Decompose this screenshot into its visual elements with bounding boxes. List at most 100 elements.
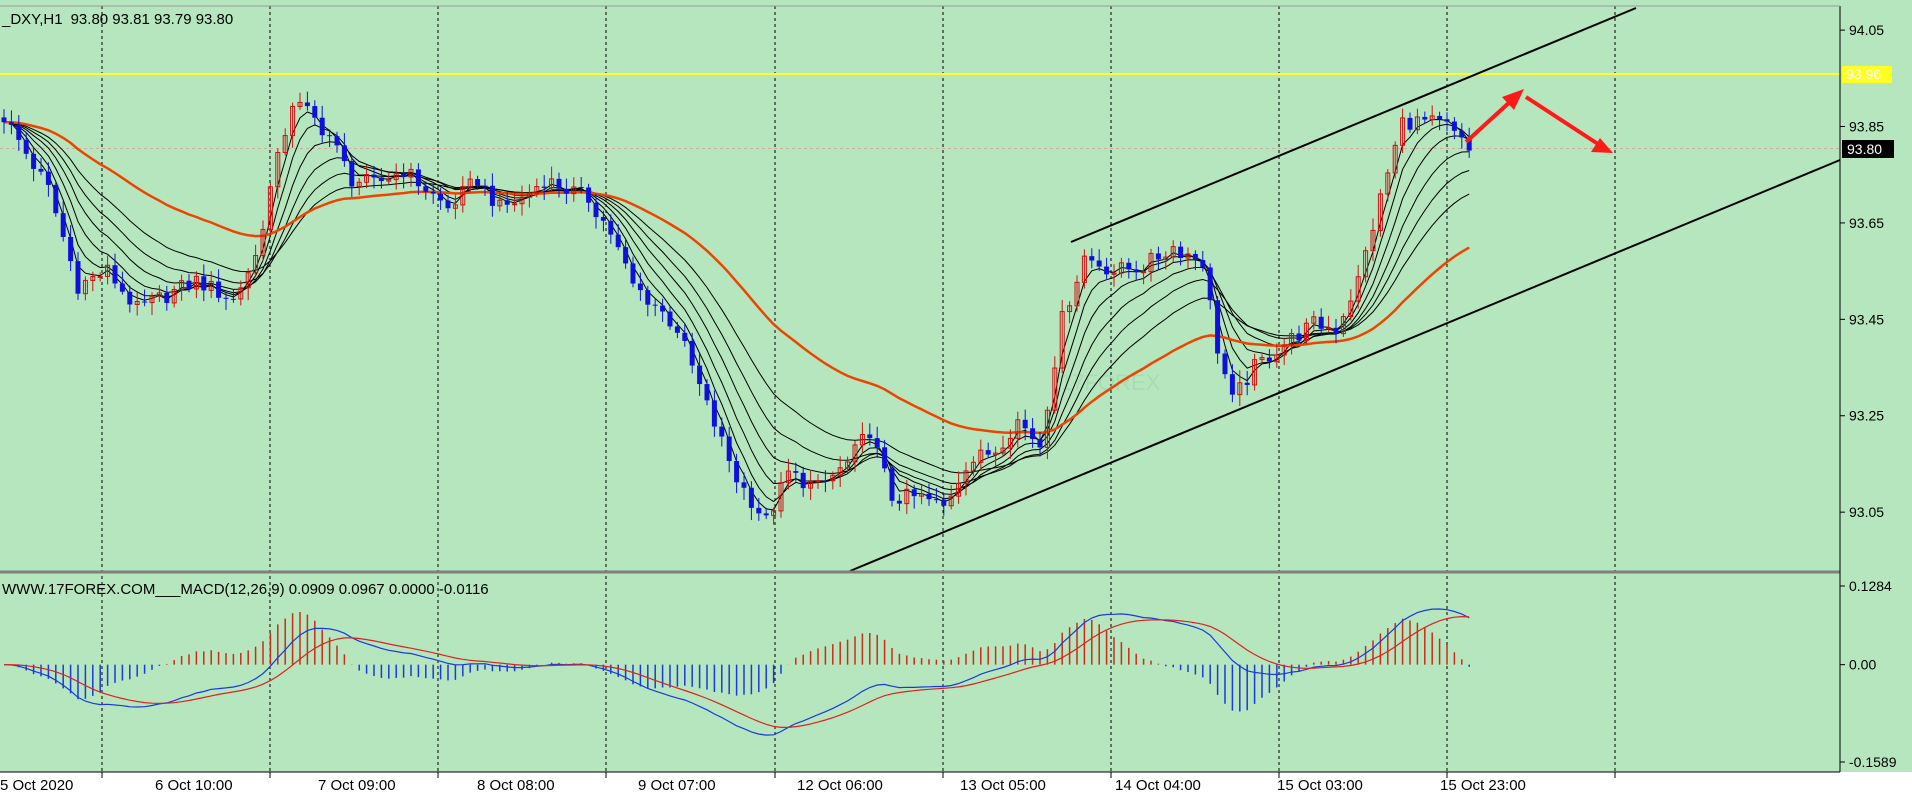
candle-body-187 xyxy=(1385,172,1391,195)
candle-body-25 xyxy=(186,280,192,289)
candle-body-83 xyxy=(615,234,621,248)
candle-body-170 xyxy=(1259,357,1265,361)
macd-tick-label-2: -0.1589 xyxy=(1849,754,1897,770)
macd-line xyxy=(3,608,1470,736)
candle-body-34 xyxy=(253,254,259,274)
candle-body-56 xyxy=(415,169,421,187)
candle-body-113 xyxy=(837,467,843,476)
candle-body-140 xyxy=(1037,439,1043,448)
candle-body-102 xyxy=(756,507,762,514)
candle-body-135 xyxy=(1000,447,1006,454)
y-tick-label-5: 93.05 xyxy=(1849,504,1884,520)
x-tick-label-7: 14 Oct 04:00 xyxy=(1115,777,1201,794)
candle-body-164 xyxy=(1215,300,1221,354)
candle-body-76 xyxy=(563,188,569,194)
candle-body-165 xyxy=(1222,353,1228,375)
candle-body-72 xyxy=(534,186,540,194)
candle-body-14 xyxy=(105,264,111,277)
candle-body-79 xyxy=(586,187,592,203)
candle-body-1 xyxy=(8,122,14,125)
candle-body-172 xyxy=(1274,354,1280,363)
candle-body-179 xyxy=(1326,327,1332,330)
candle-body-131 xyxy=(970,461,976,472)
candle-body-78 xyxy=(578,187,584,189)
candle-body-36 xyxy=(267,186,273,230)
candle-body-0 xyxy=(1,117,7,123)
resistance-tag-text: 93.96 xyxy=(1846,66,1881,82)
candle-body-28 xyxy=(208,281,214,291)
candle-body-65 xyxy=(482,185,488,187)
candle-body-89 xyxy=(660,305,666,312)
candle-body-91 xyxy=(674,326,680,333)
candle-body-22 xyxy=(164,292,170,303)
arrow-up-head xyxy=(1502,89,1524,110)
candle-body-70 xyxy=(519,196,525,205)
current-tag-text: 93.80 xyxy=(1847,141,1882,157)
candle-body-19 xyxy=(142,301,148,303)
candle-body-190 xyxy=(1407,117,1413,130)
candle-body-177 xyxy=(1311,316,1317,324)
candle-body-60 xyxy=(445,200,451,209)
candle-body-120 xyxy=(889,468,895,501)
macd-tick-label-1: 0.00 xyxy=(1849,657,1876,673)
macd-tick-label-0: 0.1284 xyxy=(1849,578,1892,594)
candle-body-92 xyxy=(682,332,688,341)
candle-body-53 xyxy=(393,173,399,181)
candle-body-26 xyxy=(193,275,199,290)
candle-body-8 xyxy=(60,213,66,237)
candle-body-196 xyxy=(1451,121,1457,131)
candle-body-47 xyxy=(349,161,355,187)
candle-body-133 xyxy=(985,450,991,455)
candle-body-184 xyxy=(1363,250,1369,278)
candle-body-148 xyxy=(1096,260,1102,267)
candle-body-29 xyxy=(216,281,222,298)
candlesticks xyxy=(1,91,1472,525)
candle-body-57 xyxy=(423,186,429,192)
candle-body-147 xyxy=(1089,256,1095,261)
candle-body-46 xyxy=(341,145,347,162)
candle-body-106 xyxy=(785,470,791,484)
candle-body-52 xyxy=(386,179,392,182)
candle-body-16 xyxy=(119,283,125,292)
candle-body-162 xyxy=(1200,260,1206,268)
macd-signal-line xyxy=(4,615,1470,728)
candle-body-194 xyxy=(1437,115,1443,120)
candle-body-85 xyxy=(630,263,636,284)
x-tick-label-8: 15 Oct 03:00 xyxy=(1277,777,1363,794)
candle-body-191 xyxy=(1414,116,1420,131)
candle-body-21 xyxy=(156,292,162,297)
symbol-label: _DXY,H1 xyxy=(1,11,63,28)
candle-body-82 xyxy=(608,220,614,235)
candle-body-160 xyxy=(1185,253,1191,259)
candle-body-97 xyxy=(719,426,725,437)
candle-body-37 xyxy=(275,151,281,188)
candle-body-77 xyxy=(571,186,577,195)
y-tick-label-2: 93.65 xyxy=(1849,215,1884,231)
candle-body-144 xyxy=(1067,305,1073,313)
candle-body-64 xyxy=(475,179,481,186)
candle-body-105 xyxy=(778,482,784,512)
candle-body-127 xyxy=(941,499,947,506)
candle-body-166 xyxy=(1229,374,1235,395)
candle-body-10 xyxy=(75,261,81,294)
watermark: 17FOREX xyxy=(1060,370,1161,395)
candle-body-43 xyxy=(319,117,325,136)
candle-body-122 xyxy=(904,488,910,505)
candle-body-75 xyxy=(556,178,562,189)
ohlc-label: 93.80 93.81 93.79 93.80 xyxy=(71,11,234,28)
candle-body-101 xyxy=(748,487,754,508)
candle-body-130 xyxy=(963,470,969,485)
candle-body-168 xyxy=(1244,382,1250,385)
candle-body-58 xyxy=(430,191,436,194)
forecast-arrows xyxy=(1464,89,1613,153)
candle-body-5 xyxy=(38,168,44,172)
candle-body-31 xyxy=(230,298,236,300)
candle-body-152 xyxy=(1126,262,1132,270)
x-tick-label-3: 8 Oct 08:00 xyxy=(477,777,555,794)
resistance-price-tag: 93.96 xyxy=(1842,66,1892,83)
current-price-tag: 93.80 xyxy=(1842,140,1894,158)
candle-body-136 xyxy=(1007,437,1013,449)
candle-body-124 xyxy=(919,493,925,497)
